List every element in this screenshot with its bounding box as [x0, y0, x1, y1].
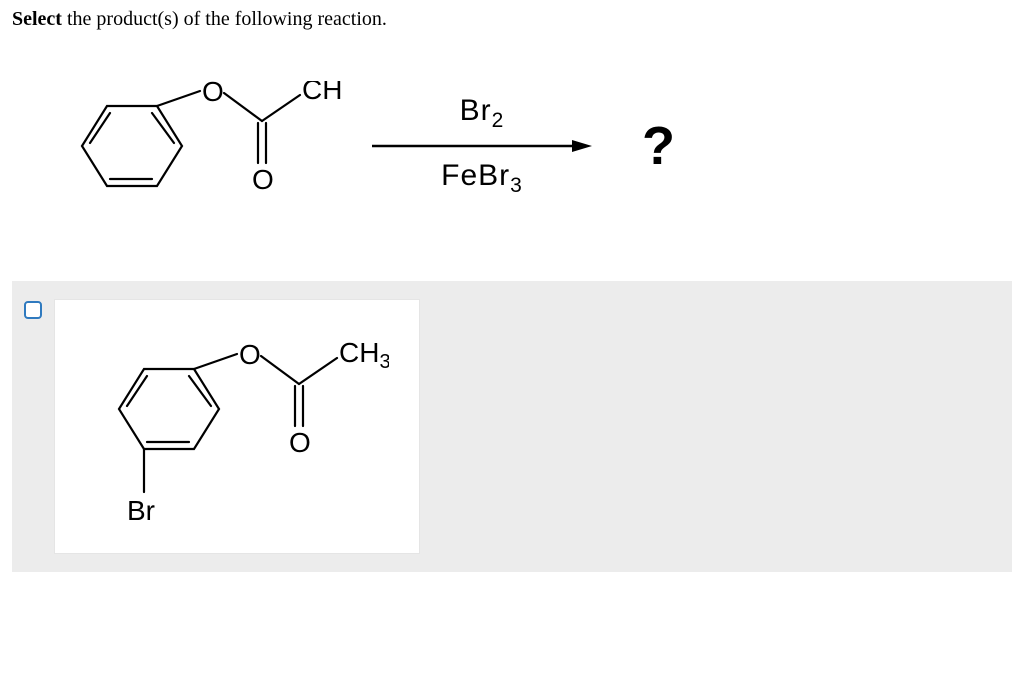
- option-carbonyl-oxygen: O: [289, 427, 311, 458]
- option-ester-oxygen: O: [239, 339, 261, 370]
- reagent-bottom: FeBr3: [441, 159, 523, 198]
- option-br-label: Br: [127, 495, 155, 526]
- reaction-scheme: O O CH3 Br2 FeBr3 ?: [52, 81, 1012, 211]
- prompt-bold: Select: [12, 8, 62, 30]
- carbonyl-oxygen-label: O: [252, 164, 274, 195]
- question-prompt: Select the product(s) of the following r…: [12, 8, 1012, 31]
- methyl-label-start: CH3: [302, 81, 342, 110]
- reaction-arrow-icon: [372, 139, 592, 153]
- option-card[interactable]: O O CH3 Br: [54, 299, 420, 554]
- starting-material-structure: O O CH3: [52, 81, 342, 211]
- answer-options-container: O O CH3 Br: [12, 281, 1012, 572]
- reaction-arrow-block: Br2 FeBr3: [372, 94, 592, 198]
- option-checkbox[interactable]: [24, 301, 42, 319]
- product-question-mark: ?: [642, 115, 675, 177]
- option-methyl-label: CH3: [339, 337, 389, 373]
- option-structure: O O CH3 Br: [69, 314, 389, 534]
- reagent-top: Br2: [460, 94, 505, 133]
- ester-oxygen-label: O: [202, 81, 224, 107]
- prompt-rest: the product(s) of the following reaction…: [62, 8, 387, 30]
